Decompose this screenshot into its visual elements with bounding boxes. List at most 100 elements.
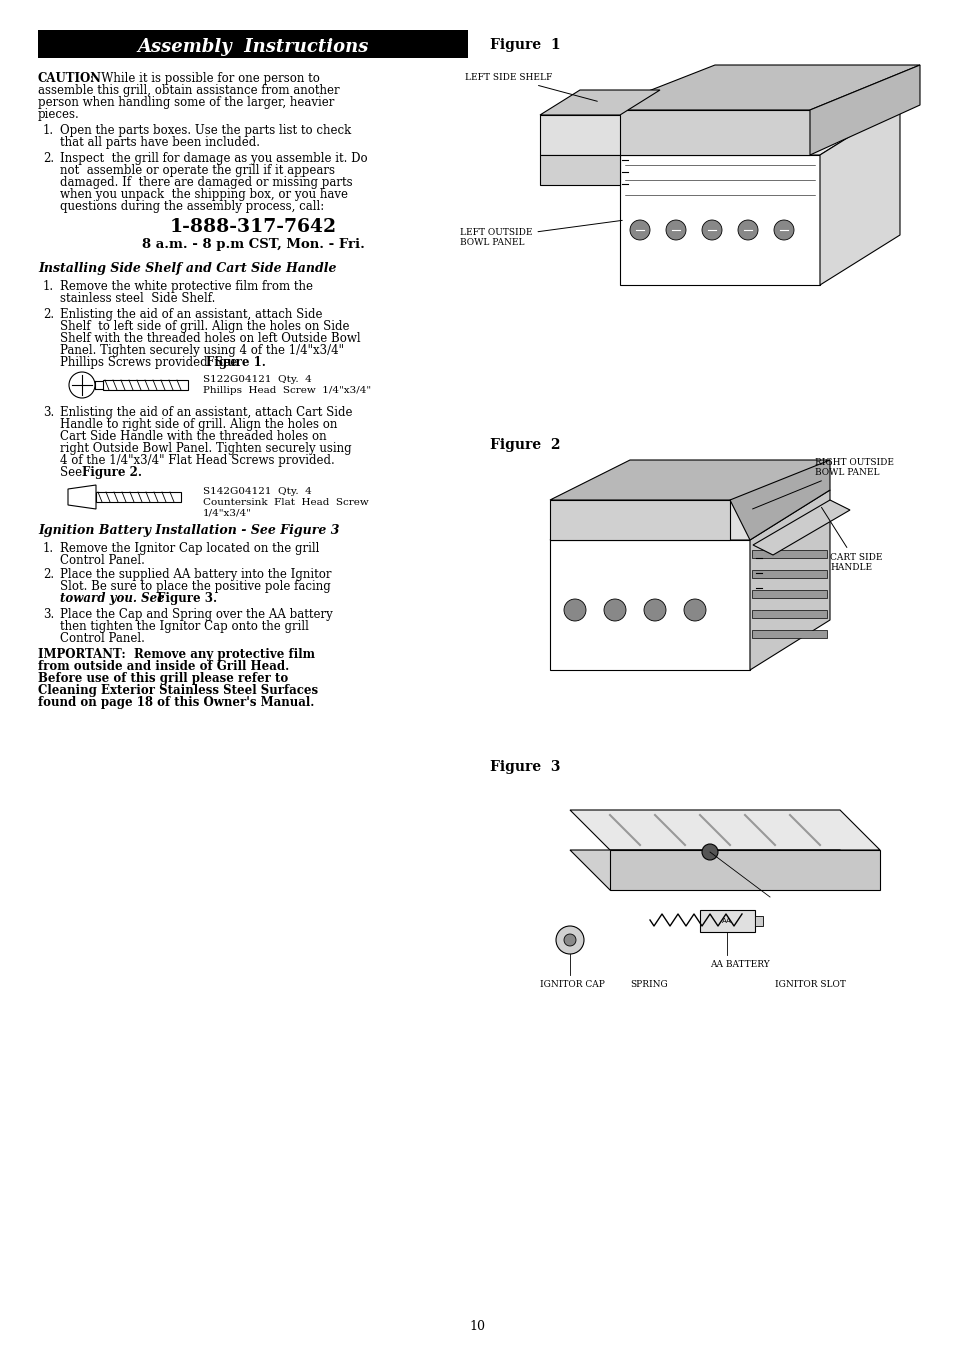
Bar xyxy=(751,550,826,558)
Text: 10: 10 xyxy=(469,1320,484,1334)
Text: RIGHT OUTSIDE
BOWL PANEL: RIGHT OUTSIDE BOWL PANEL xyxy=(752,458,893,509)
Text: Cart Side Handle with the threaded holes on: Cart Side Handle with the threaded holes… xyxy=(60,430,326,443)
Text: 3.: 3. xyxy=(43,405,54,419)
Text: 1/4"x3/4": 1/4"x3/4" xyxy=(203,509,252,519)
Polygon shape xyxy=(569,810,879,850)
Text: then tighten the Ignitor Cap onto the grill: then tighten the Ignitor Cap onto the gr… xyxy=(60,620,309,633)
Circle shape xyxy=(603,599,625,621)
Polygon shape xyxy=(550,459,829,500)
Circle shape xyxy=(563,933,576,946)
Polygon shape xyxy=(809,65,919,155)
Text: :  While it is possible for one person to: : While it is possible for one person to xyxy=(86,71,319,85)
Circle shape xyxy=(773,220,793,240)
Text: not  assemble or operate the grill if it appears: not assemble or operate the grill if it … xyxy=(60,164,335,176)
Text: Figure 3.: Figure 3. xyxy=(152,591,217,605)
Text: damaged. If  there are damaged or missing parts: damaged. If there are damaged or missing… xyxy=(60,176,353,189)
Polygon shape xyxy=(820,105,899,286)
Text: stainless steel  Side Shelf.: stainless steel Side Shelf. xyxy=(60,292,215,304)
Text: Shelf with the threaded holes on left Outside Bowl: Shelf with the threaded holes on left Ou… xyxy=(60,331,360,345)
Bar xyxy=(38,30,468,58)
Text: assemble this grill, obtain assistance from another: assemble this grill, obtain assistance f… xyxy=(38,84,339,97)
Circle shape xyxy=(683,599,705,621)
Text: 1-888-317-7642: 1-888-317-7642 xyxy=(170,218,336,236)
Text: SPRING: SPRING xyxy=(629,981,667,989)
Text: Installing Side Shelf and Cart Side Handle: Installing Side Shelf and Cart Side Hand… xyxy=(38,263,336,275)
Bar xyxy=(103,380,188,391)
Text: Enlisting the aid of an assistant, attach Cart Side: Enlisting the aid of an assistant, attac… xyxy=(60,405,352,419)
Text: that all parts have been included.: that all parts have been included. xyxy=(60,136,260,150)
Polygon shape xyxy=(599,65,919,110)
Text: Ignition Battery Installation - See Figure 3: Ignition Battery Installation - See Figu… xyxy=(38,524,339,537)
Text: Before use of this grill please refer to: Before use of this grill please refer to xyxy=(38,672,288,686)
Text: Figure 1.: Figure 1. xyxy=(206,356,266,369)
Text: Phillips  Head  Screw  1/4"x3/4": Phillips Head Screw 1/4"x3/4" xyxy=(203,387,371,395)
Bar xyxy=(700,911,754,932)
Bar xyxy=(754,916,762,925)
Text: Figure  1: Figure 1 xyxy=(490,38,560,53)
Text: Enlisting the aid of an assistant, attach Side: Enlisting the aid of an assistant, attac… xyxy=(60,308,322,321)
Text: Cleaning Exterior Stainless Steel Surfaces: Cleaning Exterior Stainless Steel Surfac… xyxy=(38,684,317,696)
Circle shape xyxy=(643,599,665,621)
Circle shape xyxy=(563,599,585,621)
Text: Figure  3: Figure 3 xyxy=(490,760,560,775)
Polygon shape xyxy=(68,485,96,509)
Text: AA BATTERY: AA BATTERY xyxy=(709,960,769,968)
Text: Open the parts boxes. Use the parts list to check: Open the parts boxes. Use the parts list… xyxy=(60,124,351,137)
Bar xyxy=(96,492,181,502)
Text: AA: AA xyxy=(721,919,731,924)
Text: 2.: 2. xyxy=(43,308,54,321)
Text: found on page 18 of this Owner's Manual.: found on page 18 of this Owner's Manual. xyxy=(38,696,314,709)
Polygon shape xyxy=(729,459,829,540)
Text: 1.: 1. xyxy=(43,280,54,294)
Text: 1.: 1. xyxy=(43,124,54,137)
Text: Panel. Tighten securely using 4 of the 1/4"x3/4": Panel. Tighten securely using 4 of the 1… xyxy=(60,343,344,357)
Text: Countersink  Flat  Head  Screw: Countersink Flat Head Screw xyxy=(203,498,369,506)
Text: LEFT OUTSIDE
BOWL PANEL: LEFT OUTSIDE BOWL PANEL xyxy=(459,221,621,247)
Text: IMPORTANT:  Remove any protective film: IMPORTANT: Remove any protective film xyxy=(38,648,314,661)
Text: Shelf  to left side of grill. Align the holes on Side: Shelf to left side of grill. Align the h… xyxy=(60,321,349,333)
Bar xyxy=(751,610,826,618)
Text: 8 a.m. - 8 p.m CST, Mon. - Fri.: 8 a.m. - 8 p.m CST, Mon. - Fri. xyxy=(141,238,364,251)
Polygon shape xyxy=(752,500,849,555)
Text: right Outside Bowl Panel. Tighten securely using: right Outside Bowl Panel. Tighten secure… xyxy=(60,442,352,455)
Text: 3.: 3. xyxy=(43,607,54,621)
Circle shape xyxy=(69,372,95,397)
Text: See: See xyxy=(60,466,86,480)
Text: Figure  2: Figure 2 xyxy=(490,438,560,453)
Text: 1.: 1. xyxy=(43,541,54,555)
Text: Place the supplied AA battery into the Ignitor: Place the supplied AA battery into the I… xyxy=(60,568,331,581)
Text: 2.: 2. xyxy=(43,152,54,164)
Polygon shape xyxy=(599,110,809,155)
Text: Figure 2.: Figure 2. xyxy=(82,466,142,480)
Circle shape xyxy=(629,220,649,240)
Text: CART SIDE
HANDLE: CART SIDE HANDLE xyxy=(821,508,882,572)
Text: Place the Cap and Spring over the AA battery: Place the Cap and Spring over the AA bat… xyxy=(60,607,333,621)
Circle shape xyxy=(665,220,685,240)
Polygon shape xyxy=(569,850,879,890)
Circle shape xyxy=(701,845,718,859)
Bar xyxy=(751,630,826,638)
Text: S142G04121  Qty.  4: S142G04121 Qty. 4 xyxy=(203,488,312,496)
Polygon shape xyxy=(609,850,879,890)
Circle shape xyxy=(556,925,583,954)
Polygon shape xyxy=(539,155,619,185)
Polygon shape xyxy=(539,90,659,114)
Text: from outside and inside of Grill Head.: from outside and inside of Grill Head. xyxy=(38,660,289,674)
Text: Remove the Ignitor Cap located on the grill: Remove the Ignitor Cap located on the gr… xyxy=(60,541,319,555)
Text: when you unpack  the shipping box, or you have: when you unpack the shipping box, or you… xyxy=(60,189,348,201)
Text: 4 of the 1/4"x3/4" Flat Head Screws provided.: 4 of the 1/4"x3/4" Flat Head Screws prov… xyxy=(60,454,335,467)
Text: Assembly  Instructions: Assembly Instructions xyxy=(137,38,368,57)
Text: questions during the assembly process, call:: questions during the assembly process, c… xyxy=(60,199,324,213)
Text: toward you. See: toward you. See xyxy=(60,591,165,605)
Text: Control Panel.: Control Panel. xyxy=(60,632,145,645)
Text: 2.: 2. xyxy=(43,568,54,581)
Text: IGNITOR CAP: IGNITOR CAP xyxy=(539,981,604,989)
Text: S122G04121  Qty.  4: S122G04121 Qty. 4 xyxy=(203,374,312,384)
Text: IGNITOR SLOT: IGNITOR SLOT xyxy=(774,981,845,989)
Circle shape xyxy=(738,220,758,240)
Text: Slot. Be sure to place the positive pole facing: Slot. Be sure to place the positive pole… xyxy=(60,581,331,593)
Bar xyxy=(751,570,826,578)
Text: person when handling some of the larger, heavier: person when handling some of the larger,… xyxy=(38,96,334,109)
Text: Control Panel.: Control Panel. xyxy=(60,554,145,567)
Text: Inspect  the grill for damage as you assemble it. Do: Inspect the grill for damage as you asse… xyxy=(60,152,367,164)
